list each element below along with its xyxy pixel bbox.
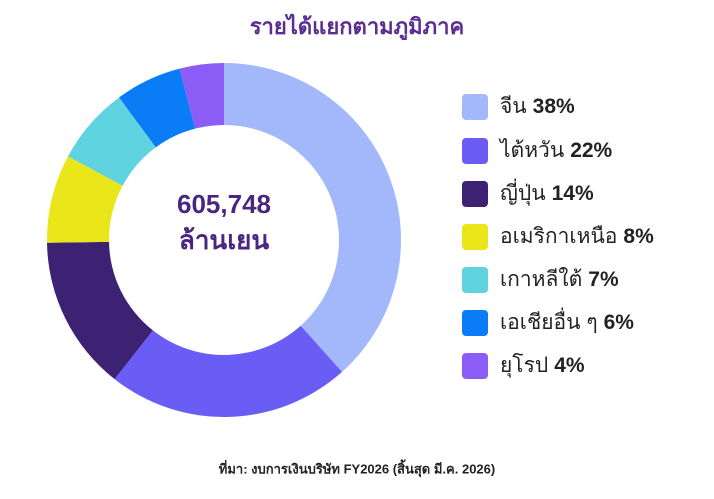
legend-swatch <box>462 181 488 207</box>
legend-value: 6% <box>604 311 635 334</box>
legend-entry: ยุโรป 4% <box>500 353 585 378</box>
donut-slice <box>67 97 156 186</box>
chart-title: รายได้แยกตามภูมิภาค <box>250 13 465 41</box>
legend-label: เกาหลีใต้ <box>500 267 582 291</box>
legend-label: อเมริกาเหนือ <box>500 225 617 248</box>
source-note: ที่มา: งบการเงินบริษัท FY2026 (สิ้นสุด ม… <box>219 458 495 477</box>
legend-entry: เกาหลีใต้ 7% <box>500 267 619 291</box>
legend-entry: ไต้หวัน 22% <box>498 138 613 162</box>
legend-entry: จีน 38% <box>500 95 575 118</box>
legend-label: ไต้หวัน <box>498 138 564 162</box>
legend-label: จีน <box>500 95 527 118</box>
legend-swatch <box>462 353 488 379</box>
legend-value: 4% <box>554 354 585 377</box>
legend-swatch <box>462 310 488 336</box>
donut-slice <box>179 63 224 129</box>
donut-slice <box>114 325 343 418</box>
legend-value: 22% <box>570 139 612 162</box>
legend-value: 38% <box>533 95 575 118</box>
legend-label: ญี่ปุ่น <box>500 178 546 206</box>
legend-swatch <box>462 267 488 293</box>
donut-slice <box>47 241 153 380</box>
donut-slice <box>47 156 123 243</box>
legend-swatch <box>462 138 488 164</box>
legend-swatch <box>462 94 488 120</box>
legend-entry: อเมริกาเหนือ 8% <box>500 225 654 248</box>
center-label: 605,748 <box>177 189 271 219</box>
legend-label: เอเชียอื่น ๆ <box>500 307 598 334</box>
legend-value: 14% <box>552 182 594 205</box>
center-label: ล้านเยน <box>179 225 269 255</box>
legend-swatch <box>462 224 488 250</box>
donut-slice <box>224 63 402 372</box>
legend-value: 7% <box>588 268 619 291</box>
legend-label: ยุโรป <box>500 353 548 378</box>
donut-slice <box>119 68 196 148</box>
legend-entry: ญี่ปุ่น 14% <box>500 178 594 206</box>
legend-value: 8% <box>623 225 654 248</box>
legend-entry: เอเชียอื่น ๆ 6% <box>500 307 634 334</box>
